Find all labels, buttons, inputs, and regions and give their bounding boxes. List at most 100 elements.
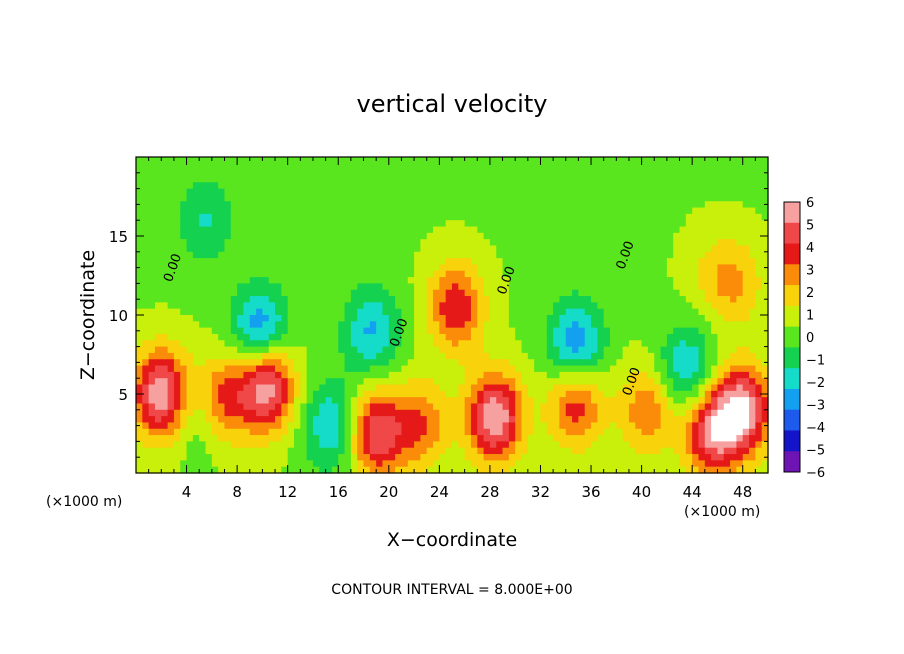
field-cell [275, 296, 282, 303]
field-cell [660, 416, 668, 424]
field-cell [224, 157, 232, 164]
field-cell [464, 352, 472, 360]
field-cell [515, 270, 523, 278]
field-cell [610, 447, 617, 455]
field-cell [420, 409, 428, 417]
field-cell [161, 378, 169, 386]
field-cell [249, 384, 257, 392]
field-cell [369, 409, 377, 417]
field-cell [723, 435, 731, 442]
field-cell [534, 169, 542, 177]
field-cell [224, 340, 232, 348]
field-cell [452, 359, 459, 367]
field-cell [458, 397, 466, 405]
field-cell [559, 194, 567, 202]
field-cell [275, 277, 282, 284]
field-cell [483, 428, 491, 436]
field-cell [243, 182, 251, 190]
field-cell [256, 258, 263, 266]
field-cell [407, 258, 415, 266]
field-cell [211, 384, 219, 392]
field-cell [679, 283, 687, 291]
field-cell [584, 188, 592, 196]
field-cell [230, 220, 238, 228]
field-cell [294, 409, 301, 417]
field-cell [521, 277, 529, 284]
field-cell [312, 321, 320, 329]
field-cell [572, 194, 579, 202]
field-cell [572, 207, 579, 215]
field-cell [249, 371, 257, 379]
field-cell [584, 194, 592, 202]
field-cell [211, 258, 219, 266]
field-cell [717, 321, 725, 329]
field-cell [331, 245, 339, 253]
field-cell [306, 340, 314, 348]
field-cell [224, 251, 232, 259]
field-cell [338, 352, 346, 360]
field-cell [192, 188, 200, 196]
field-cell [603, 403, 611, 411]
field-cell [426, 308, 434, 316]
field-cell [641, 321, 649, 329]
field-cell [199, 359, 207, 367]
field-cell [723, 264, 731, 272]
field-cell [464, 327, 472, 335]
field-cell [692, 302, 700, 310]
field-cell [666, 447, 674, 455]
field-cell [597, 441, 605, 449]
field-cell [749, 302, 756, 310]
field-cell [142, 403, 150, 411]
field-cell [338, 460, 346, 468]
field-cell [736, 163, 744, 171]
field-cell [275, 409, 282, 417]
field-cell [401, 428, 409, 436]
field-cell [679, 435, 687, 442]
field-cell [704, 194, 712, 202]
field-cell [319, 163, 327, 171]
field-cell [420, 182, 428, 190]
field-cell [483, 258, 491, 266]
field-cell [597, 352, 605, 360]
field-cell [647, 163, 655, 171]
field-cell [275, 201, 282, 209]
field-cell [224, 416, 232, 424]
field-cell [660, 213, 668, 221]
field-cell [205, 207, 213, 215]
field-cell [319, 416, 327, 424]
field-cell [287, 454, 295, 461]
field-cell [723, 397, 731, 405]
field-cell [508, 270, 516, 278]
field-cell [591, 169, 598, 177]
field-cell [230, 315, 238, 322]
field-cell [388, 188, 396, 196]
field-cell [685, 315, 693, 322]
field-cell [414, 441, 421, 449]
field-cell [591, 213, 598, 221]
field-cell [414, 258, 421, 266]
field-cell [407, 435, 415, 442]
field-cell [407, 340, 415, 348]
field-cell [281, 296, 289, 303]
field-cell [199, 245, 207, 253]
field-cell [230, 226, 238, 234]
field-cell [192, 371, 200, 379]
field-cell [382, 352, 390, 360]
field-cell [464, 460, 472, 468]
field-cell [331, 315, 339, 322]
field-cell [622, 182, 630, 190]
field-cell [350, 308, 358, 316]
field-cell [401, 333, 409, 341]
field-cell [597, 403, 605, 411]
field-cell [161, 327, 169, 335]
field-cell [458, 365, 466, 373]
field-cell [136, 340, 143, 348]
field-cell [723, 232, 731, 240]
field-cell [237, 194, 245, 202]
field-cell [527, 194, 535, 202]
field-cell [470, 182, 478, 190]
field-cell [407, 460, 415, 468]
field-cell [483, 175, 491, 183]
field-cell [673, 327, 681, 335]
field-cell [433, 390, 440, 398]
